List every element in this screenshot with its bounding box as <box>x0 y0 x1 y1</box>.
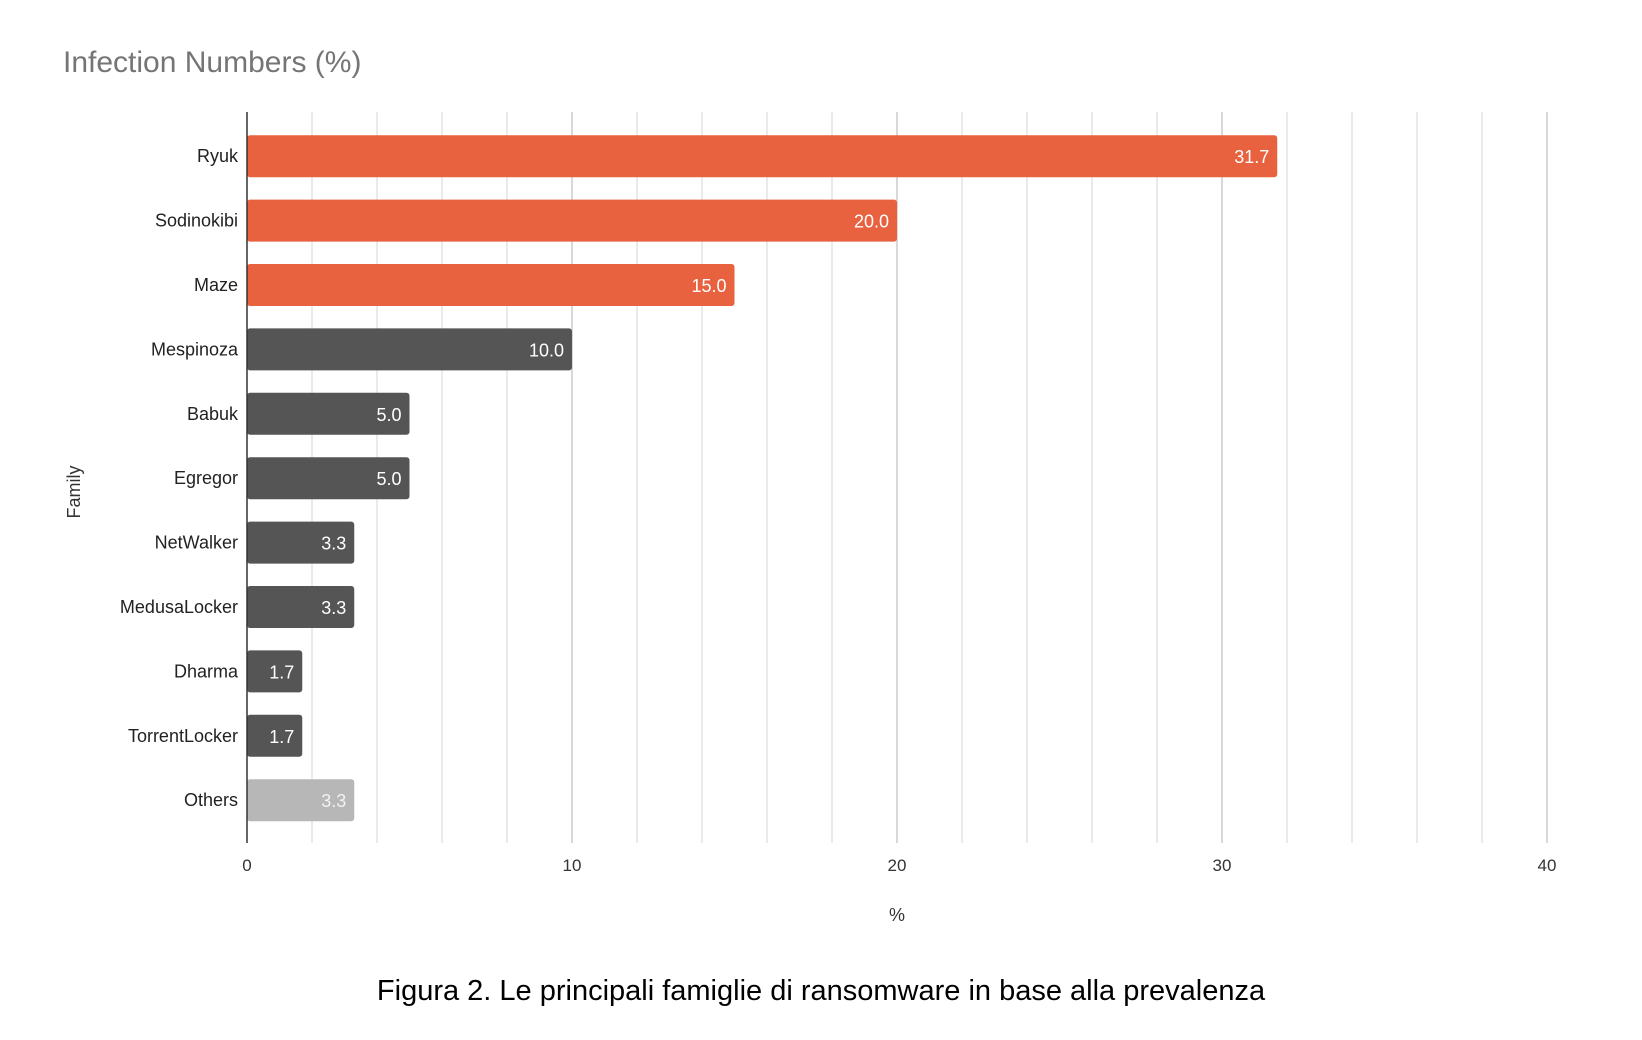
category-label: TorrentLocker <box>128 726 238 746</box>
data-label: 3.3 <box>321 534 346 554</box>
data-label: 31.7 <box>1234 147 1269 167</box>
category-label: MedusaLocker <box>120 597 238 617</box>
bar-medusalocker <box>247 586 355 628</box>
bar-egregor <box>247 457 410 500</box>
data-label: 3.3 <box>321 791 346 811</box>
data-label: 1.7 <box>269 727 294 747</box>
x-tick-label: 10 <box>563 856 582 875</box>
category-label: Mespinoza <box>151 339 239 359</box>
category-label: Dharma <box>174 661 239 681</box>
category-label: Ryuk <box>197 146 239 166</box>
chart-title: Infection Numbers (%) <box>63 46 361 79</box>
x-tick-label: 20 <box>888 856 907 875</box>
category-label: Others <box>184 790 238 810</box>
x-tick-label: 40 <box>1538 856 1557 875</box>
category-label: NetWalker <box>155 533 238 553</box>
data-label: 10.0 <box>529 340 564 360</box>
data-label: 5.0 <box>376 469 401 489</box>
bar-maze <box>247 264 735 306</box>
bar-sodinokibi <box>247 199 897 242</box>
bar-others <box>247 779 355 822</box>
figure-caption: Figura 2. Le principali famiglie di rans… <box>376 975 1266 1007</box>
bar-torrentlocker <box>247 714 303 757</box>
chart-container: Infection Numbers (%) Ryuk 31.7 Sodinokibi 2… <box>63 46 1557 925</box>
bar-netwalker <box>247 521 355 564</box>
x-tick-label: 0 <box>242 856 251 875</box>
category-label: Sodinokibi <box>155 211 238 231</box>
data-label: 1.7 <box>269 662 294 682</box>
data-label: 5.0 <box>376 405 401 425</box>
data-label: 15.0 <box>691 276 726 296</box>
data-label: 3.3 <box>321 598 346 618</box>
bar-mespinoza <box>247 328 572 371</box>
bar-dharma <box>247 650 303 693</box>
x-axis-label: % <box>889 905 905 925</box>
y-axis-label: Family <box>64 466 84 519</box>
data-label: 20.0 <box>854 212 889 232</box>
category-label: Maze <box>194 275 238 295</box>
bar-ryuk <box>247 135 1278 178</box>
x-tick-label: 30 <box>1213 856 1232 875</box>
bar-chart: Infection Numbers (%) Ryuk 31.7 Sodinokibi 2… <box>63 46 1557 925</box>
category-label: Egregor <box>174 468 238 488</box>
bar-babuk <box>247 392 410 435</box>
category-label: Babuk <box>187 404 239 424</box>
